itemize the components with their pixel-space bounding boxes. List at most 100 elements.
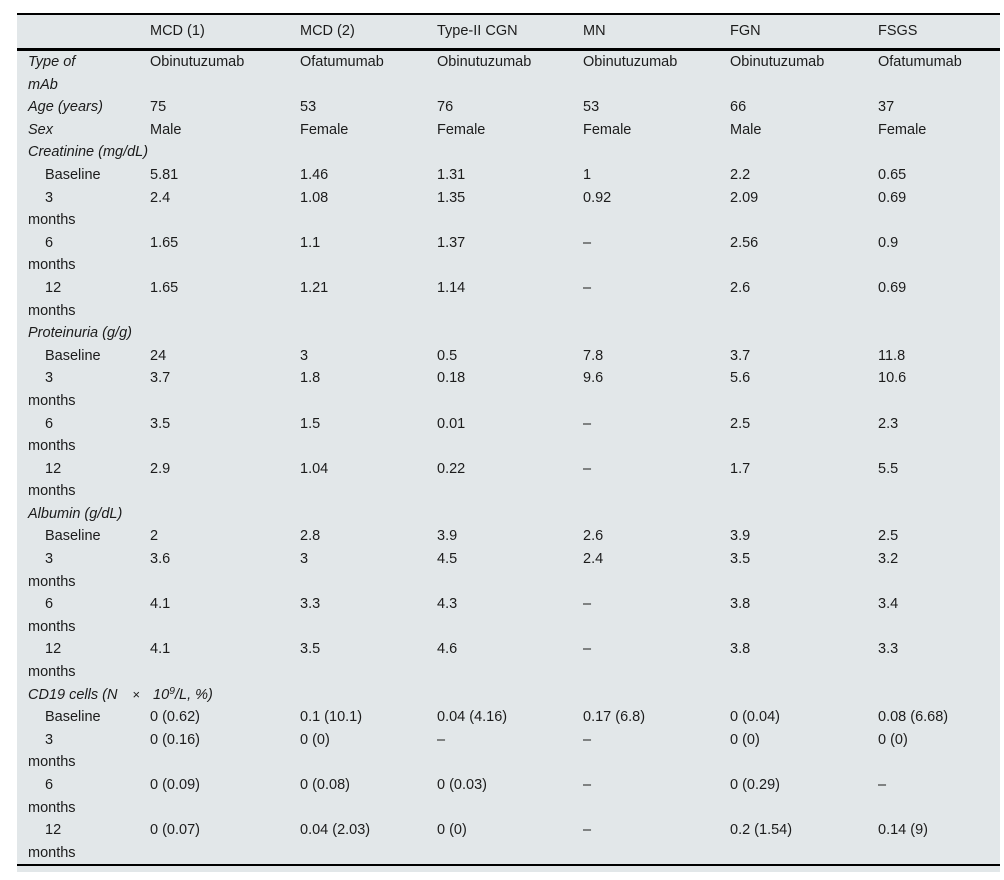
value-cell: 1.08 <box>300 189 329 206</box>
value-cell: 0.69 <box>878 189 907 206</box>
value-cell: Obinutuzumab <box>150 54 245 70</box>
value-cell: – <box>583 641 592 658</box>
table-header-row: MCD (1) MCD (2) Type-II CGN MN FGN FSGS <box>17 14 1000 51</box>
value-cell: 24 <box>150 347 167 364</box>
value-cell: 37 <box>878 99 895 116</box>
value-cell: 2.3 <box>878 415 899 432</box>
value-cell: 0 (0.29) <box>730 777 780 793</box>
value-cell: 4.3 <box>437 596 458 613</box>
table-row: 6 months 1.65 1.1 1.37 – 2.56 0.9 <box>17 232 1000 277</box>
column-header: MN <box>583 14 730 51</box>
value-cell: 1.7 <box>730 460 751 477</box>
value-cell: 0.9 <box>878 234 899 251</box>
value-cell: 0.08 (6.68) <box>878 709 949 726</box>
timepoint-label: 3 months <box>28 370 76 409</box>
value-cell: – <box>878 777 887 793</box>
value-cell: 3.8 <box>730 596 751 613</box>
section-label: Proteinuria (g/g) <box>28 325 132 342</box>
value-cell: 1.37 <box>437 234 466 251</box>
timepoint-label: 6 months <box>28 777 76 816</box>
value-cell: 2.5 <box>878 528 899 545</box>
value-cell: 2.6 <box>730 279 751 296</box>
table-row: Sex Male Female Female Female Male Female <box>17 119 1000 142</box>
table-row: Baseline 2 2.8 3.9 2.6 3.9 2.5 <box>17 525 1000 548</box>
value-cell: 4.1 <box>150 641 171 658</box>
cd19-label-base: 10 <box>153 686 170 703</box>
value-cell: 1.04 <box>300 460 329 477</box>
value-cell: 0 (0.04) <box>730 709 780 726</box>
timepoint-label: 12 months <box>28 822 76 861</box>
value-cell: 0 (0) <box>437 822 467 839</box>
value-cell: – <box>583 822 592 839</box>
value-cell: 3.4 <box>878 596 899 613</box>
table-row: Age (years) 75 53 76 53 66 37 <box>17 96 1000 119</box>
value-cell: 10.6 <box>878 370 907 387</box>
value-cell: Male <box>730 121 762 138</box>
column-header: MCD (1) <box>150 14 300 51</box>
table-row: Type of mAb Obinutuzumab Ofatumumab Obinutu… <box>17 50 1000 97</box>
value-cell: 2.8 <box>300 528 321 545</box>
table-row: 3 months 2.4 1.08 1.35 0.92 2.09 0.69 <box>17 187 1000 232</box>
value-cell: 1.1 <box>300 234 321 251</box>
value-cell: Male <box>150 121 182 138</box>
value-cell: 3.5 <box>150 415 171 432</box>
value-cell: – <box>583 777 592 793</box>
corner-header-cell <box>17 14 150 51</box>
value-cell: 0 (0) <box>730 731 760 748</box>
value-cell: 7.8 <box>583 347 604 364</box>
value-cell: 1.65 <box>150 279 179 296</box>
table-row: Baseline 24 3 0.5 7.8 3.7 11.8 <box>17 345 1000 368</box>
table-row: Proteinuria (g/g) <box>17 322 1000 345</box>
value-cell: 3.9 <box>437 528 458 545</box>
value-cell: 2.9 <box>150 460 171 477</box>
value-cell: 2.4 <box>583 551 604 568</box>
timepoint-label: 12 months <box>28 460 76 500</box>
table-body: Type of mAb Obinutuzumab Ofatumumab Obinutu… <box>17 50 1000 866</box>
section-label-cd19: CD19 cells (N × 109/L, %) <box>17 684 1000 707</box>
value-cell: 0.01 <box>437 415 466 432</box>
value-cell: Female <box>583 121 632 138</box>
value-cell: 1.21 <box>300 279 329 296</box>
table-row: 12 months 2.9 1.04 0.22 – 1.7 5.5 <box>17 458 1000 503</box>
value-cell: 0.17 (6.8) <box>583 709 646 726</box>
table-row: 3 months 3.6 3 4.5 2.4 3.5 3.2 <box>17 548 1000 593</box>
value-cell: 2.09 <box>730 189 759 206</box>
value-cell: Obinutuzumab <box>583 54 678 70</box>
value-cell: 0.65 <box>878 166 907 183</box>
table-row: 12 months 0 (0.07) 0.04 (2.03) 0 (0) – 0.2 (1… <box>17 819 1000 865</box>
value-cell: 2.4 <box>150 189 171 206</box>
value-cell: 0 (0.09) <box>150 777 200 793</box>
table-sheet: MCD (1) MCD (2) Type-II CGN MN FGN FSGS Type … <box>17 13 1000 873</box>
timepoint-label: Baseline <box>45 709 101 726</box>
value-cell: 11.8 <box>878 347 906 364</box>
value-cell: Female <box>437 121 486 138</box>
timepoint-label: 3 months <box>28 551 76 590</box>
timepoint-label: Baseline <box>45 528 101 545</box>
value-cell: 76 <box>437 99 454 116</box>
timepoint-label: Baseline <box>45 166 101 183</box>
value-cell: – <box>583 731 592 748</box>
value-cell: – <box>437 731 446 748</box>
value-cell: 0.69 <box>878 279 907 296</box>
value-cell: 3.9 <box>730 528 751 545</box>
value-cell: 0.2 (1.54) <box>730 822 793 839</box>
value-cell: Female <box>878 121 927 138</box>
table-row: Albumin (g/dL) <box>17 503 1000 526</box>
value-cell: 2.6 <box>583 528 604 545</box>
value-cell: 53 <box>300 99 317 116</box>
value-cell: 4.5 <box>437 551 458 568</box>
attribute-label: Sex <box>28 121 53 138</box>
table-row: 12 months 4.1 3.5 4.6 – 3.8 3.3 <box>17 638 1000 683</box>
column-header: FGN <box>730 14 878 51</box>
value-cell: 5.5 <box>878 460 899 477</box>
value-cell: 0 (0) <box>300 731 330 748</box>
value-cell: 1.31 <box>437 166 466 183</box>
patient-characteristics-table: MCD (1) MCD (2) Type-II CGN MN FGN FSGS Type … <box>17 13 1000 867</box>
value-cell: 4.1 <box>150 596 171 613</box>
multiplication-sign: × <box>132 686 141 702</box>
value-cell: 0 (0.03) <box>437 777 487 793</box>
value-cell: Ofatumumab <box>300 54 384 70</box>
value-cell: 1.46 <box>300 166 329 183</box>
timepoint-label: 12 months <box>28 279 76 319</box>
table-row: 3 months 0 (0.16) 0 (0) – – 0 (0) 0 (0) <box>17 729 1000 774</box>
